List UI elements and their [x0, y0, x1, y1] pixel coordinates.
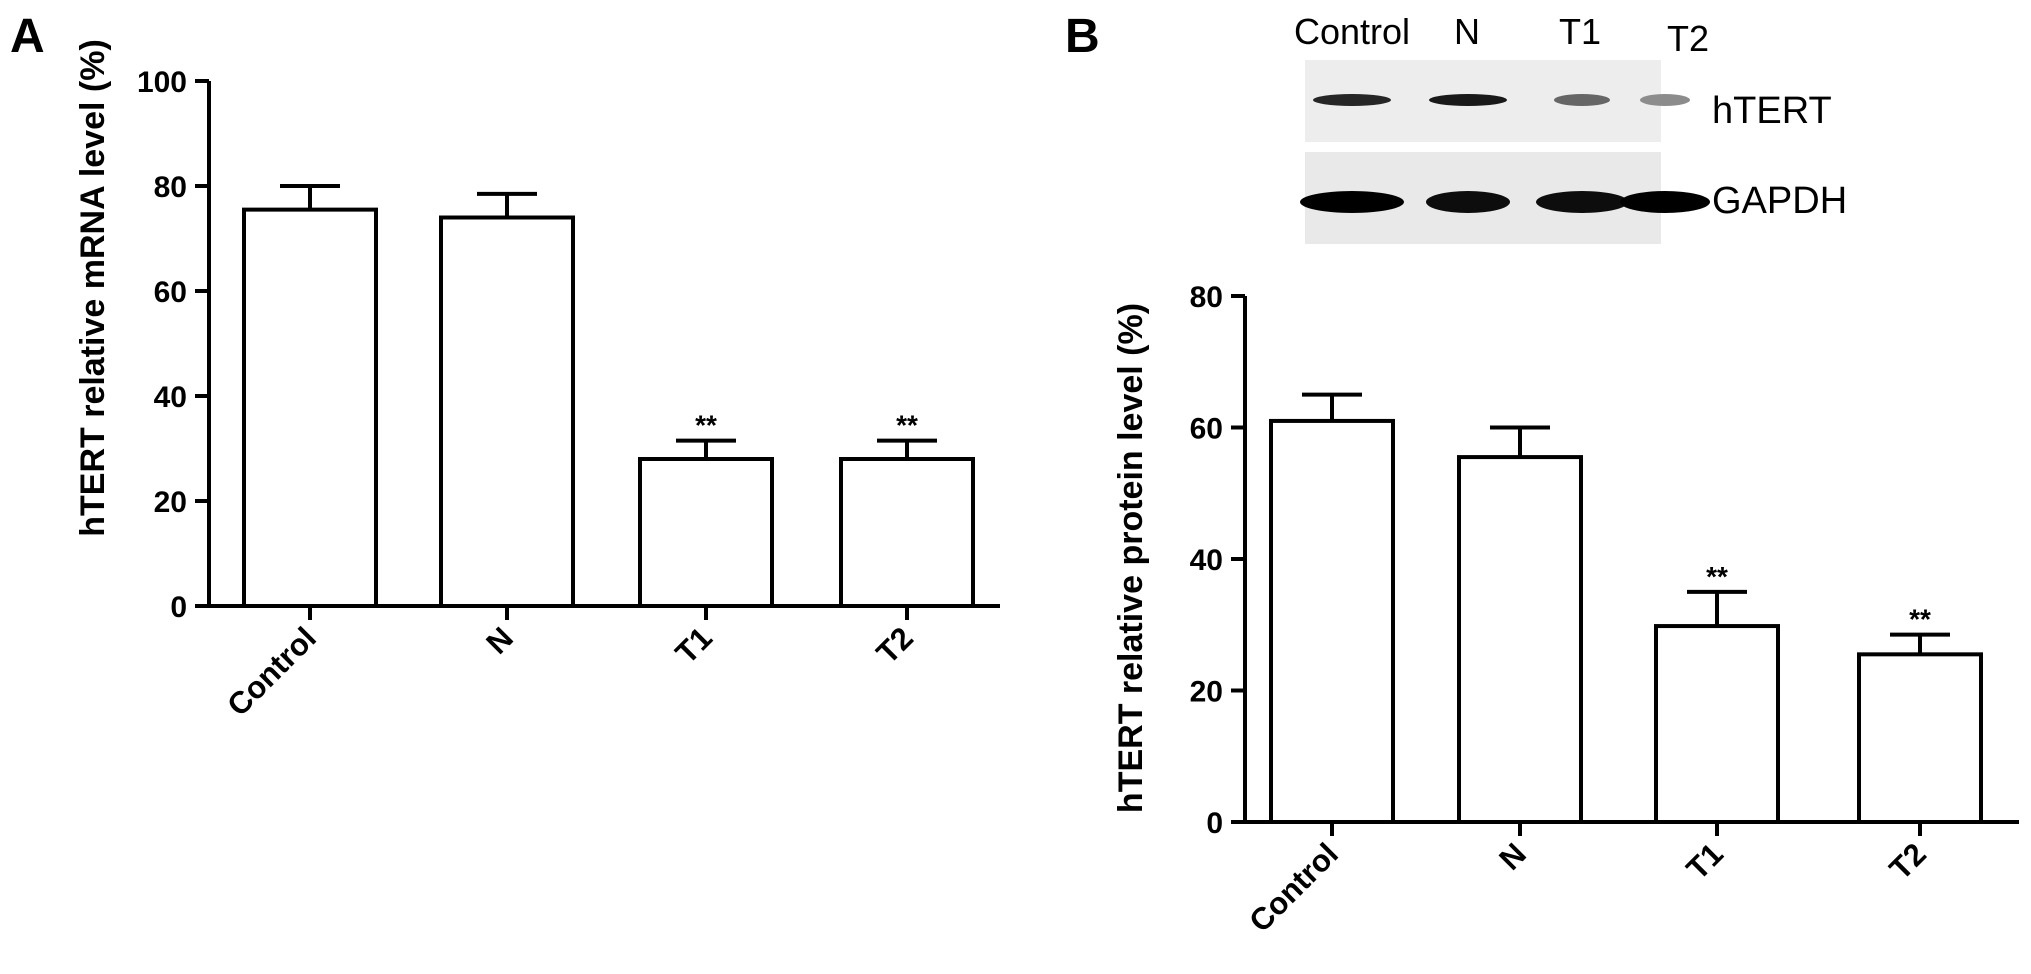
blot-band-gapdh [1300, 191, 1404, 213]
chart-a-y-tick-label: 60 [154, 276, 187, 309]
chart-a-y-tick-label: 100 [137, 66, 187, 99]
chart-b-significance-marker: ** [1706, 561, 1728, 592]
chart-a-category-label: N [479, 620, 520, 661]
chart-b-category-label: Control [1242, 836, 1345, 939]
chart-b-bar-t2 [1857, 652, 1983, 825]
chart-b-category-label: N [1492, 836, 1533, 877]
chart-a-significance-marker: ** [695, 410, 717, 441]
chart-b-y-tick-label: 0 [1206, 807, 1223, 840]
blot-band-gapdh [1536, 191, 1628, 213]
chart-b-category-label: T2 [1883, 836, 1933, 886]
panel-a-letter: A [10, 10, 45, 63]
blot-lane-label: N [1454, 11, 1480, 52]
chart-a-bar-n [439, 215, 575, 608]
chart-b-category-label: T1 [1680, 836, 1730, 886]
chart-a: hTERT relative mRNA level (%) 0 20 40 60 80 1… [74, 39, 1000, 723]
chart-b-significance-marker: ** [1909, 604, 1931, 635]
chart-b-bar-n [1457, 455, 1583, 824]
chart-a-y-axis-title: hTERT relative mRNA level (%) [74, 39, 112, 537]
blot-band-htert [1313, 94, 1391, 106]
chart-b-bar-control [1269, 418, 1395, 824]
blot-label-htert: hTERT [1712, 90, 1832, 132]
chart-b-bar-t1 [1654, 624, 1780, 824]
chart-a-category-label: Control [220, 620, 323, 723]
chart-b: hTERT relative protein level (%) 0 20 40 60… [1112, 281, 2019, 939]
panel-b-letter: B [1065, 10, 1100, 63]
blot-band-htert [1429, 94, 1507, 106]
chart-a-bar-t2 [839, 457, 975, 608]
chart-a-y-tick-label: 0 [170, 591, 187, 624]
chart-a-y-tick-label: 40 [154, 381, 187, 414]
chart-a-y-tick-label: 80 [154, 171, 187, 204]
chart-b-y-tick-label: 40 [1190, 544, 1223, 577]
blot-band-htert [1640, 94, 1690, 106]
blot-label-gapdh: GAPDH [1712, 180, 1847, 222]
blot-lane-label: Control [1294, 11, 1410, 52]
chart-a-category-label: T1 [669, 620, 719, 670]
chart-a-significance-marker: ** [896, 410, 918, 441]
chart-a-category-label: T2 [870, 620, 920, 670]
blot-band-gapdh [1620, 191, 1710, 213]
chart-a-bar-control [242, 207, 378, 608]
chart-b-y-tick-label: 80 [1190, 281, 1223, 314]
blot-lane-label: T2 [1667, 18, 1709, 59]
chart-a-y-tick-label: 20 [154, 486, 187, 519]
chart-a-bar-t1 [638, 457, 774, 608]
chart-b-y-tick-label: 60 [1190, 413, 1223, 446]
blot-lane-label: T1 [1559, 11, 1601, 52]
blot-band-gapdh [1426, 191, 1510, 213]
blot-band-htert [1554, 94, 1610, 106]
western-blot: Control N T1 T2 hTERT GAPDH [1294, 11, 1847, 244]
chart-b-y-axis-title: hTERT relative protein level (%) [1112, 303, 1150, 813]
chart-b-y-tick-label: 20 [1190, 676, 1223, 709]
